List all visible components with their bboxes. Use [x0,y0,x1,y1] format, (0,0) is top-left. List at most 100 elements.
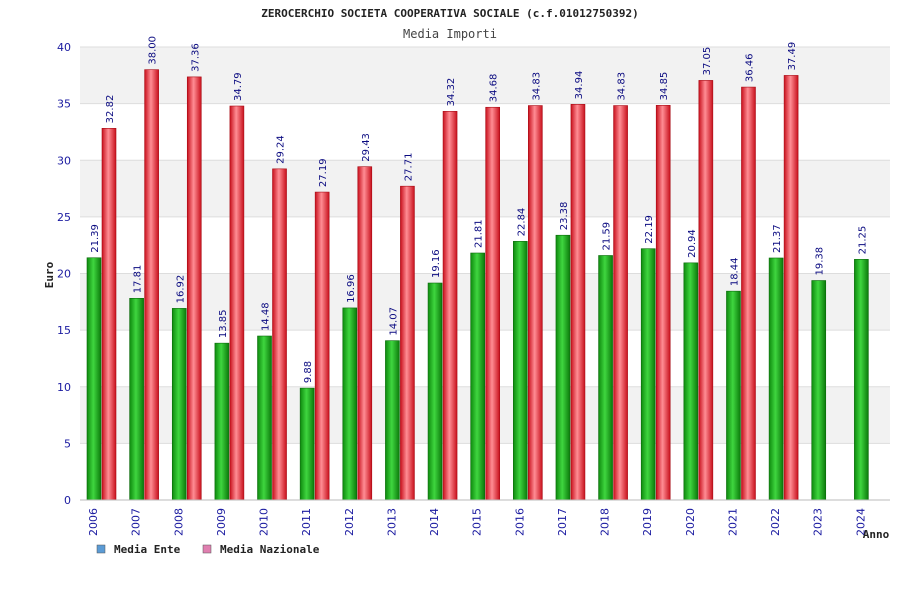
y-tick-label: 5 [64,437,71,450]
value-label-nazionale: 27.19 [318,158,329,187]
value-label-ente: 19.16 [431,249,442,278]
value-label-nazionale: 34.83 [531,72,542,101]
bar-media-nazionale [485,106,500,501]
y-tick-label: 20 [57,268,71,281]
bar-media-nazionale [400,185,415,501]
value-label-nazionale: 36.46 [744,53,755,82]
bar-media-nazionale [272,168,287,501]
value-label-nazionale: 34.94 [574,71,585,100]
bar-media-ente [86,257,102,501]
bar-media-nazionale [101,128,117,501]
value-label-ente: 22.84 [516,208,527,237]
value-label-ente: 14.07 [388,307,399,336]
legend-label-ente: Media Ente [114,543,181,556]
value-label-nazionale: 32.82 [105,95,116,124]
value-label-ente: 19.38 [815,247,826,276]
x-tick-label: 2020 [684,508,697,536]
y-axis-ticks: 0 5 10 15 20 25 30 35 40 [57,41,71,507]
bar-media-ente [768,257,784,501]
x-tick-label: 2019 [641,508,654,536]
x-tick-label: 2007 [130,508,143,536]
bar-media-nazionale [698,80,714,501]
x-tick-label: 2008 [172,508,185,536]
value-label-ente: 17.81 [133,265,144,294]
legend-swatch-nazionale [202,544,212,554]
x-tick-label: 2015 [471,508,484,536]
bar-media-nazionale [442,111,458,501]
x-tick-label: 2017 [556,508,569,536]
value-labels: 21.39 32.82 17.81 38.00 16.92 37.36 13.85 34.79… [90,36,868,383]
bar-media-ente [683,262,699,501]
y-tick-label: 35 [57,98,71,111]
legend-swatch-ente [96,544,106,554]
value-label-ente: 21.81 [474,219,485,248]
x-tick-label: 2022 [769,508,782,536]
value-label-nazionale: 29.24 [276,135,287,164]
value-label-ente: 23.38 [559,202,570,231]
y-tick-label: 10 [57,381,71,394]
value-label-nazionale: 34.32 [446,78,457,107]
x-tick-label: 2024 [854,508,867,536]
bar-media-ente [555,234,571,501]
x-tick-label: 2006 [87,508,100,536]
bar-media-ente [470,252,485,501]
value-label-ente: 21.39 [90,224,101,253]
bar-media-ente [299,387,315,501]
bar-media-nazionale [741,86,756,501]
x-axis-title: Anno [863,528,890,541]
x-axis-ticks: 2006 2007 2008 2009 2010 2011 2012 2013 2014 2015… [87,508,867,536]
bar-media-nazionale [314,191,330,501]
value-label-ente: 16.96 [346,274,357,303]
bar-media-ente [726,290,741,501]
bar-media-nazionale [186,76,202,501]
value-label-nazionale: 27.71 [403,153,414,182]
value-label-ente: 13.85 [218,310,229,339]
value-label-nazionale: 37.05 [702,47,713,76]
y-tick-label: 30 [57,154,71,167]
x-tick-label: 2018 [599,508,612,536]
x-tick-label: 2009 [215,508,228,536]
bar-media-nazionale [229,105,245,501]
bar-media-ente [129,298,144,501]
bar-media-ente [257,335,272,501]
y-tick-label: 0 [64,494,71,507]
value-label-ente: 21.37 [772,224,783,253]
y-tick-label: 40 [57,41,71,54]
bar-media-ente [811,280,827,501]
value-label-ente: 22.19 [644,215,655,244]
bar-media-nazionale [570,104,586,501]
bar-media-ente [598,255,613,501]
value-label-ente: 21.59 [602,222,613,251]
value-label-nazionale: 37.49 [787,42,798,71]
x-tick-label: 2011 [300,508,313,536]
bar-media-nazionale [655,105,671,501]
chart-subtitle: Media Importi [403,27,497,41]
bar-media-nazionale [613,105,628,501]
y-tick-label: 25 [57,211,71,224]
x-tick-label: 2016 [513,508,526,536]
x-tick-label: 2012 [343,508,356,536]
value-label-ente: 21.25 [857,226,868,255]
value-label-ente: 9.88 [303,361,314,383]
bar-media-ente [342,307,358,501]
value-label-nazionale: 34.79 [233,72,244,101]
bar-media-ente [854,259,869,501]
value-label-nazionale: 37.36 [190,43,201,72]
x-tick-label: 2023 [812,508,825,536]
x-tick-label: 2010 [258,508,271,536]
bar-media-nazionale [783,75,799,501]
value-label-nazionale: 29.43 [361,133,372,162]
bar-media-nazionale [357,166,373,501]
value-label-ente: 16.92 [175,275,186,304]
bar-media-nazionale [144,69,159,501]
bar-media-ente [214,342,230,501]
bar-media-ente [513,241,528,501]
legend: Media Ente Media Nazionale [96,543,320,556]
value-label-nazionale: 34.68 [489,74,500,103]
value-label-ente: 18.44 [729,258,740,287]
bar-media-ente [385,340,400,501]
value-label-ente: 14.48 [261,302,272,331]
bar-media-ente [427,282,443,501]
legend-label-nazionale: Media Nazionale [220,543,320,556]
